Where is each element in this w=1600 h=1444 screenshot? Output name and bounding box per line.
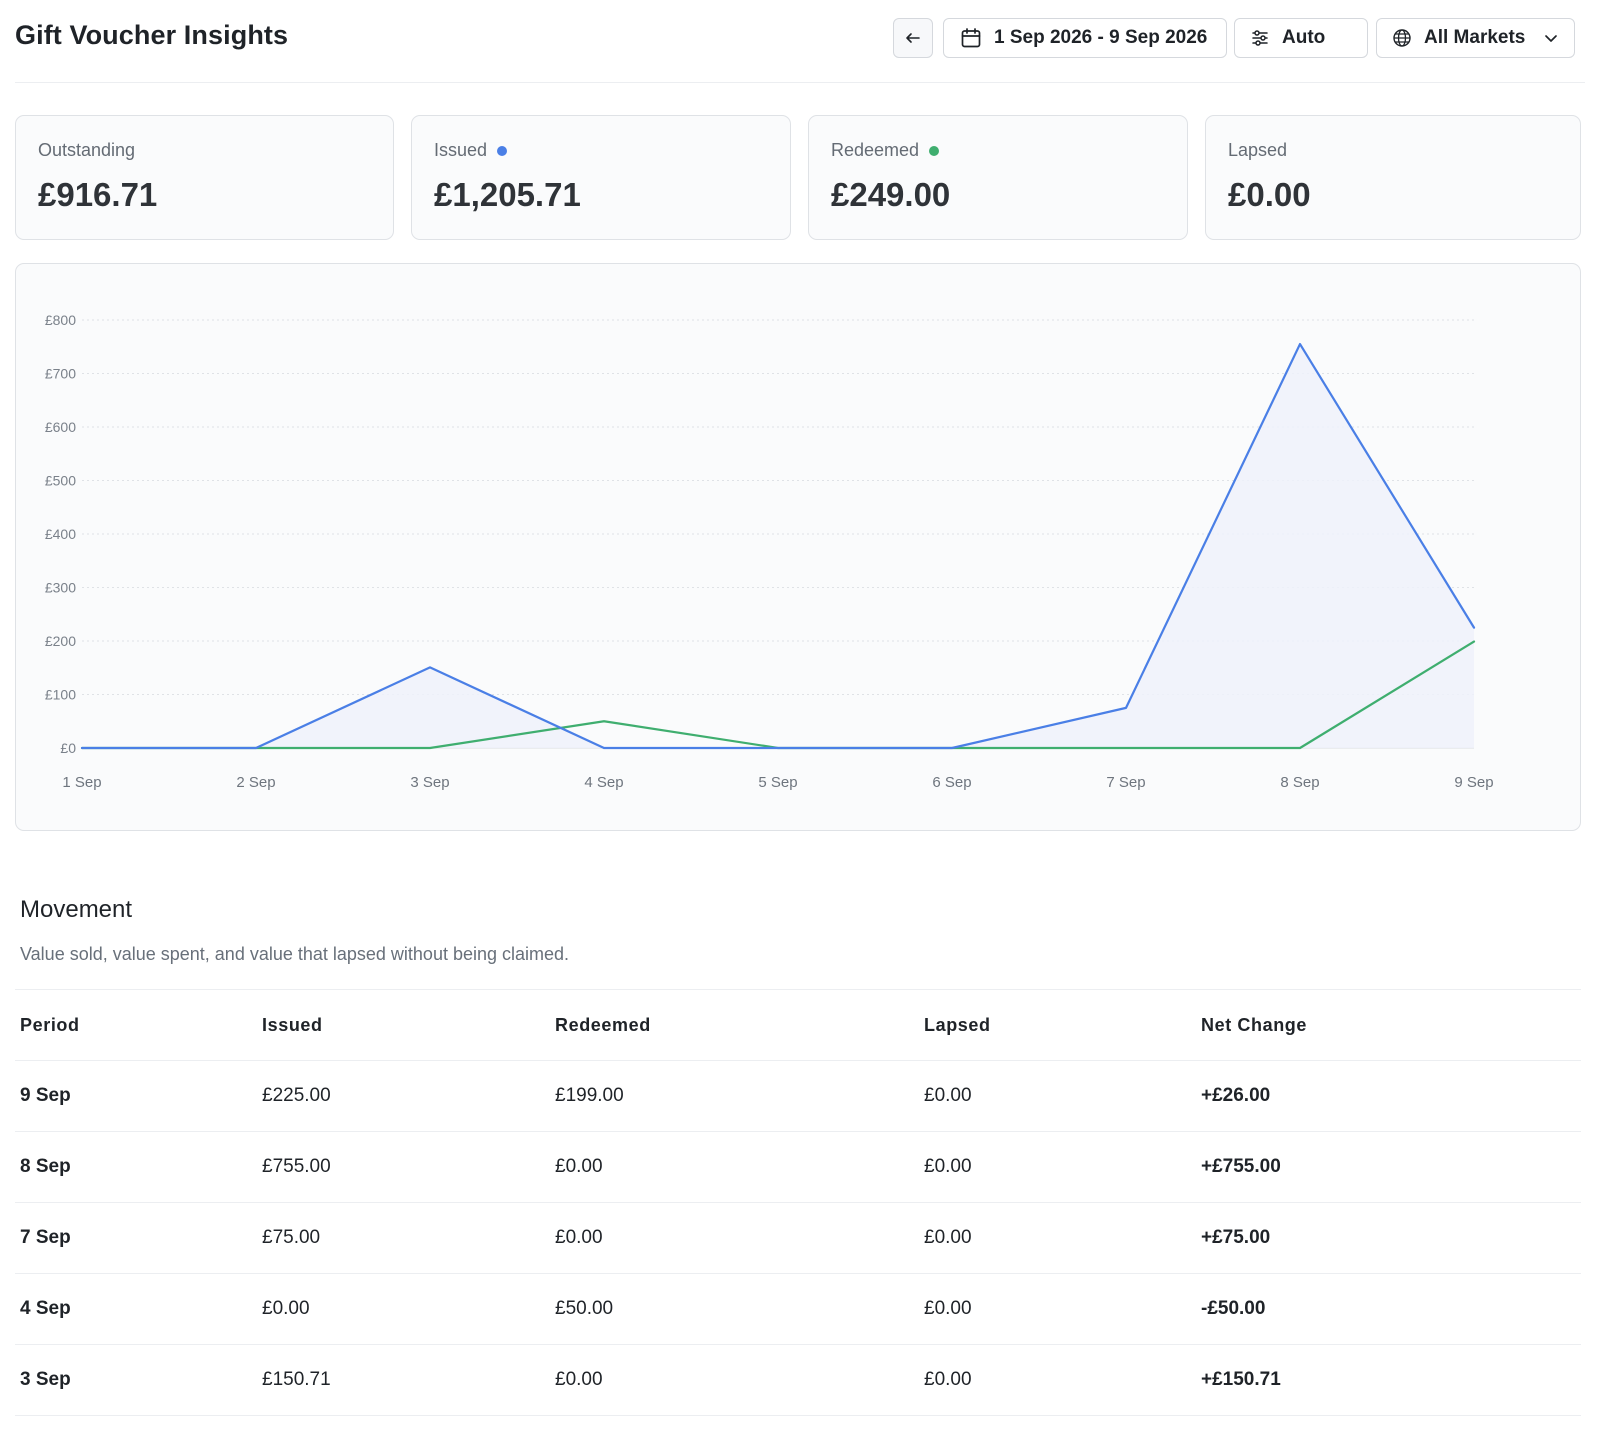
voucher-chart: £0 £100 £200 £300 £400 £500 £600 £700 £800 1 Sep 2… bbox=[15, 263, 1581, 831]
redeemed-cell: £0.00 bbox=[555, 1369, 603, 1390]
x-tick-label: 6 Sep bbox=[932, 774, 971, 791]
table-row[interactable]: 7 Sep £75.00 £0.00 £0.00 +£75.00 bbox=[15, 1203, 1581, 1274]
issued-cell: £75.00 bbox=[262, 1227, 321, 1248]
issued-cell: £755.00 bbox=[262, 1156, 331, 1177]
net-change-cell: +£755.00 bbox=[1201, 1156, 1281, 1177]
lapsed-cell: £0.00 bbox=[924, 1298, 972, 1319]
kpi-card-lapsed: Lapsed £0.00 bbox=[1205, 115, 1581, 240]
x-tick-label: 5 Sep bbox=[758, 774, 797, 791]
table-row[interactable]: 8 Sep £755.00 £0.00 £0.00 +£755.00 bbox=[15, 1132, 1581, 1203]
period-cell: 7 Sep bbox=[20, 1227, 71, 1248]
x-tick-label: 7 Sep bbox=[1106, 774, 1145, 791]
date-range-label: 1 Sep 2026 - 9 Sep 2026 bbox=[994, 27, 1208, 48]
y-tick-label: £0 bbox=[60, 740, 76, 756]
redeemed-cell: £50.00 bbox=[555, 1298, 614, 1319]
x-tick-label: 9 Sep bbox=[1454, 774, 1493, 791]
y-tick-label: £400 bbox=[45, 526, 76, 542]
y-tick-label: £200 bbox=[45, 633, 76, 649]
table-header-row: Period Issued Redeemed Lapsed Net Change bbox=[15, 990, 1581, 1061]
market-label: All Markets bbox=[1424, 27, 1526, 48]
table-row[interactable]: 3 Sep £150.71 £0.00 £0.00 +£150.71 bbox=[15, 1345, 1581, 1416]
kpi-card-outstanding: Outstanding £916.71 bbox=[15, 115, 394, 240]
period-cell: 8 Sep bbox=[20, 1156, 71, 1177]
page-header: Gift Voucher Insights 1 Sep 2026 - 9 Sep… bbox=[15, 0, 1585, 83]
kpi-label: Lapsed bbox=[1228, 140, 1288, 160]
x-tick-label: 8 Sep bbox=[1280, 774, 1319, 791]
movement-description: Value sold, value spent, and value that … bbox=[20, 944, 570, 964]
issued-dot-icon bbox=[497, 145, 508, 156]
lapsed-cell: £0.00 bbox=[924, 1369, 972, 1390]
y-tick-label: £300 bbox=[45, 580, 76, 596]
kpi-label: Issued bbox=[434, 140, 488, 160]
y-tick-label: £700 bbox=[45, 366, 76, 382]
arrow-left-icon bbox=[906, 33, 920, 43]
granularity-button[interactable]: Auto bbox=[1234, 18, 1368, 58]
net-change-cell: +£26.00 bbox=[1201, 1085, 1271, 1106]
redeemed-cell: £0.00 bbox=[555, 1227, 603, 1248]
kpi-value: £249.00 bbox=[831, 176, 951, 213]
sliders-icon bbox=[1252, 30, 1268, 46]
back-button[interactable] bbox=[893, 18, 933, 58]
page-title: Gift Voucher Insights bbox=[15, 20, 289, 50]
column-header-redeemed[interactable]: Redeemed bbox=[555, 1014, 651, 1035]
issued-cell: £150.71 bbox=[262, 1369, 331, 1390]
issued-cell: £0.00 bbox=[262, 1298, 310, 1319]
calendar-icon bbox=[961, 28, 981, 48]
column-header-issued[interactable]: Issued bbox=[262, 1014, 323, 1035]
y-tick-label: £600 bbox=[45, 419, 76, 435]
column-header-lapsed[interactable]: Lapsed bbox=[924, 1014, 991, 1035]
x-tick-label: 3 Sep bbox=[410, 774, 449, 791]
redeemed-dot-icon bbox=[929, 145, 940, 156]
market-select[interactable]: All Markets bbox=[1376, 18, 1575, 58]
net-change-cell: +£150.71 bbox=[1201, 1369, 1281, 1390]
issued-series-line bbox=[80, 342, 1476, 750]
net-change-cell: +£75.00 bbox=[1201, 1227, 1271, 1248]
issued-area bbox=[82, 344, 1474, 748]
period-cell: 3 Sep bbox=[20, 1369, 71, 1390]
line-chart: £0 £100 £200 £300 £400 £500 £600 £700 £800 1 Sep 2… bbox=[45, 312, 1494, 791]
table-row[interactable]: 9 Sep £225.00 £199.00 £0.00 +£26.00 bbox=[15, 1061, 1581, 1132]
kpi-value: £916.71 bbox=[38, 176, 158, 213]
column-header-net-change[interactable]: Net Change bbox=[1201, 1014, 1308, 1035]
movement-title: Movement bbox=[20, 896, 133, 923]
kpi-label: Outstanding bbox=[38, 140, 136, 160]
x-tick-label: 4 Sep bbox=[584, 774, 623, 791]
date-range-button[interactable]: 1 Sep 2026 - 9 Sep 2026 bbox=[943, 18, 1227, 58]
y-tick-label: £100 bbox=[45, 687, 76, 703]
lapsed-cell: £0.00 bbox=[924, 1227, 972, 1248]
period-cell: 9 Sep bbox=[20, 1085, 71, 1106]
redeemed-cell: £199.00 bbox=[555, 1085, 624, 1106]
table-row[interactable]: 4 Sep £0.00 £50.00 £0.00 -£50.00 bbox=[15, 1274, 1581, 1345]
lapsed-cell: £0.00 bbox=[924, 1085, 972, 1106]
kpi-card-issued: Issued £1,205.71 bbox=[411, 115, 791, 240]
kpi-label: Redeemed bbox=[831, 140, 920, 160]
issued-cell: £225.00 bbox=[262, 1085, 331, 1106]
redeemed-cell: £0.00 bbox=[555, 1156, 603, 1177]
kpi-value: £1,205.71 bbox=[434, 176, 581, 213]
movement-table: Period Issued Redeemed Lapsed Net Change… bbox=[15, 989, 1581, 1416]
globe-icon bbox=[1393, 29, 1411, 47]
y-tick-label: £800 bbox=[45, 312, 76, 328]
x-tick-label: 1 Sep bbox=[62, 774, 101, 791]
granularity-label: Auto bbox=[1282, 27, 1326, 48]
x-tick-label: 2 Sep bbox=[236, 774, 275, 791]
net-change-cell: -£50.00 bbox=[1201, 1298, 1266, 1319]
kpi-value: £0.00 bbox=[1228, 176, 1311, 213]
column-header-period[interactable]: Period bbox=[20, 1014, 80, 1035]
y-tick-label: £500 bbox=[45, 473, 76, 489]
kpi-card-redeemed: Redeemed £249.00 bbox=[808, 115, 1188, 240]
lapsed-cell: £0.00 bbox=[924, 1156, 972, 1177]
chevron-down-icon bbox=[1545, 35, 1557, 42]
period-cell: 4 Sep bbox=[20, 1298, 71, 1319]
